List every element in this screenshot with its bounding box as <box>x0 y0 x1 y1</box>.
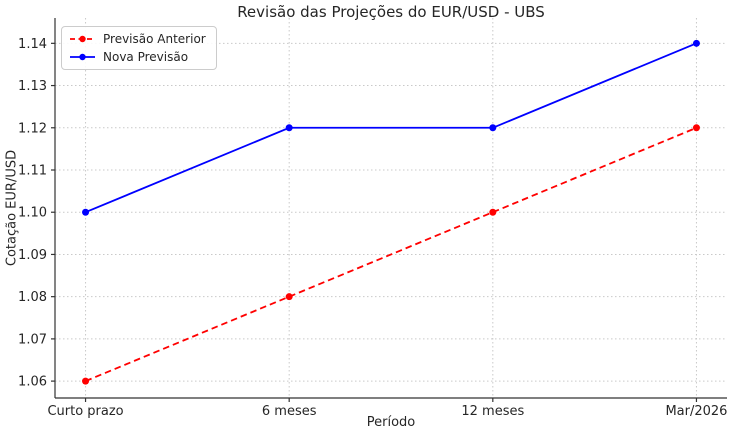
x-tick-label: Curto prazo <box>47 404 123 419</box>
x-tick-label: 12 meses <box>461 404 524 419</box>
legend-solid-line-icon <box>70 53 95 61</box>
y-tick-label: 1.09 <box>18 248 47 263</box>
y-axis-label: Cotação EUR/USD <box>4 149 20 267</box>
y-tick-label: 1.10 <box>18 206 47 221</box>
data-point-marker <box>285 293 293 301</box>
x-axis-label: Período <box>366 415 416 430</box>
legend-label: Nova Previsão <box>103 50 189 64</box>
data-point-marker <box>285 124 293 132</box>
legend-marker-sample <box>79 35 86 43</box>
data-point-marker <box>82 208 90 216</box>
legend-item-nova-previsao: Nova Previsão <box>69 50 206 64</box>
legend-label: Previsão Anterior <box>103 32 206 46</box>
data-point-marker <box>489 208 497 216</box>
data-point-marker <box>692 124 700 132</box>
x-tick-label: Mar/2026 <box>665 404 727 419</box>
y-tick-label: 1.06 <box>18 375 47 390</box>
y-tick-label: 1.12 <box>18 121 47 136</box>
chart-title: Revisão das Projeções do EUR/USD - UBS <box>237 3 545 21</box>
series-line-0 <box>85 126 697 382</box>
legend-marker-sample <box>79 53 86 61</box>
y-tick-label: 1.14 <box>18 37 47 52</box>
y-tick-label: 1.11 <box>18 164 47 179</box>
y-tick-label: 1.08 <box>18 290 47 305</box>
legend: Previsão Anterior Nova Previsão <box>61 26 217 70</box>
data-point-marker <box>489 124 497 132</box>
data-point-marker <box>82 377 90 385</box>
legend-dashed-line-icon <box>70 35 95 43</box>
data-point-marker <box>692 39 700 47</box>
y-tick-label: 1.13 <box>18 79 47 94</box>
y-tick-label: 1.07 <box>18 332 47 347</box>
series-line-1 <box>85 42 697 214</box>
x-tick-label: 6 meses <box>262 404 317 419</box>
legend-item-previsao-anterior: Previsão Anterior <box>69 32 206 46</box>
